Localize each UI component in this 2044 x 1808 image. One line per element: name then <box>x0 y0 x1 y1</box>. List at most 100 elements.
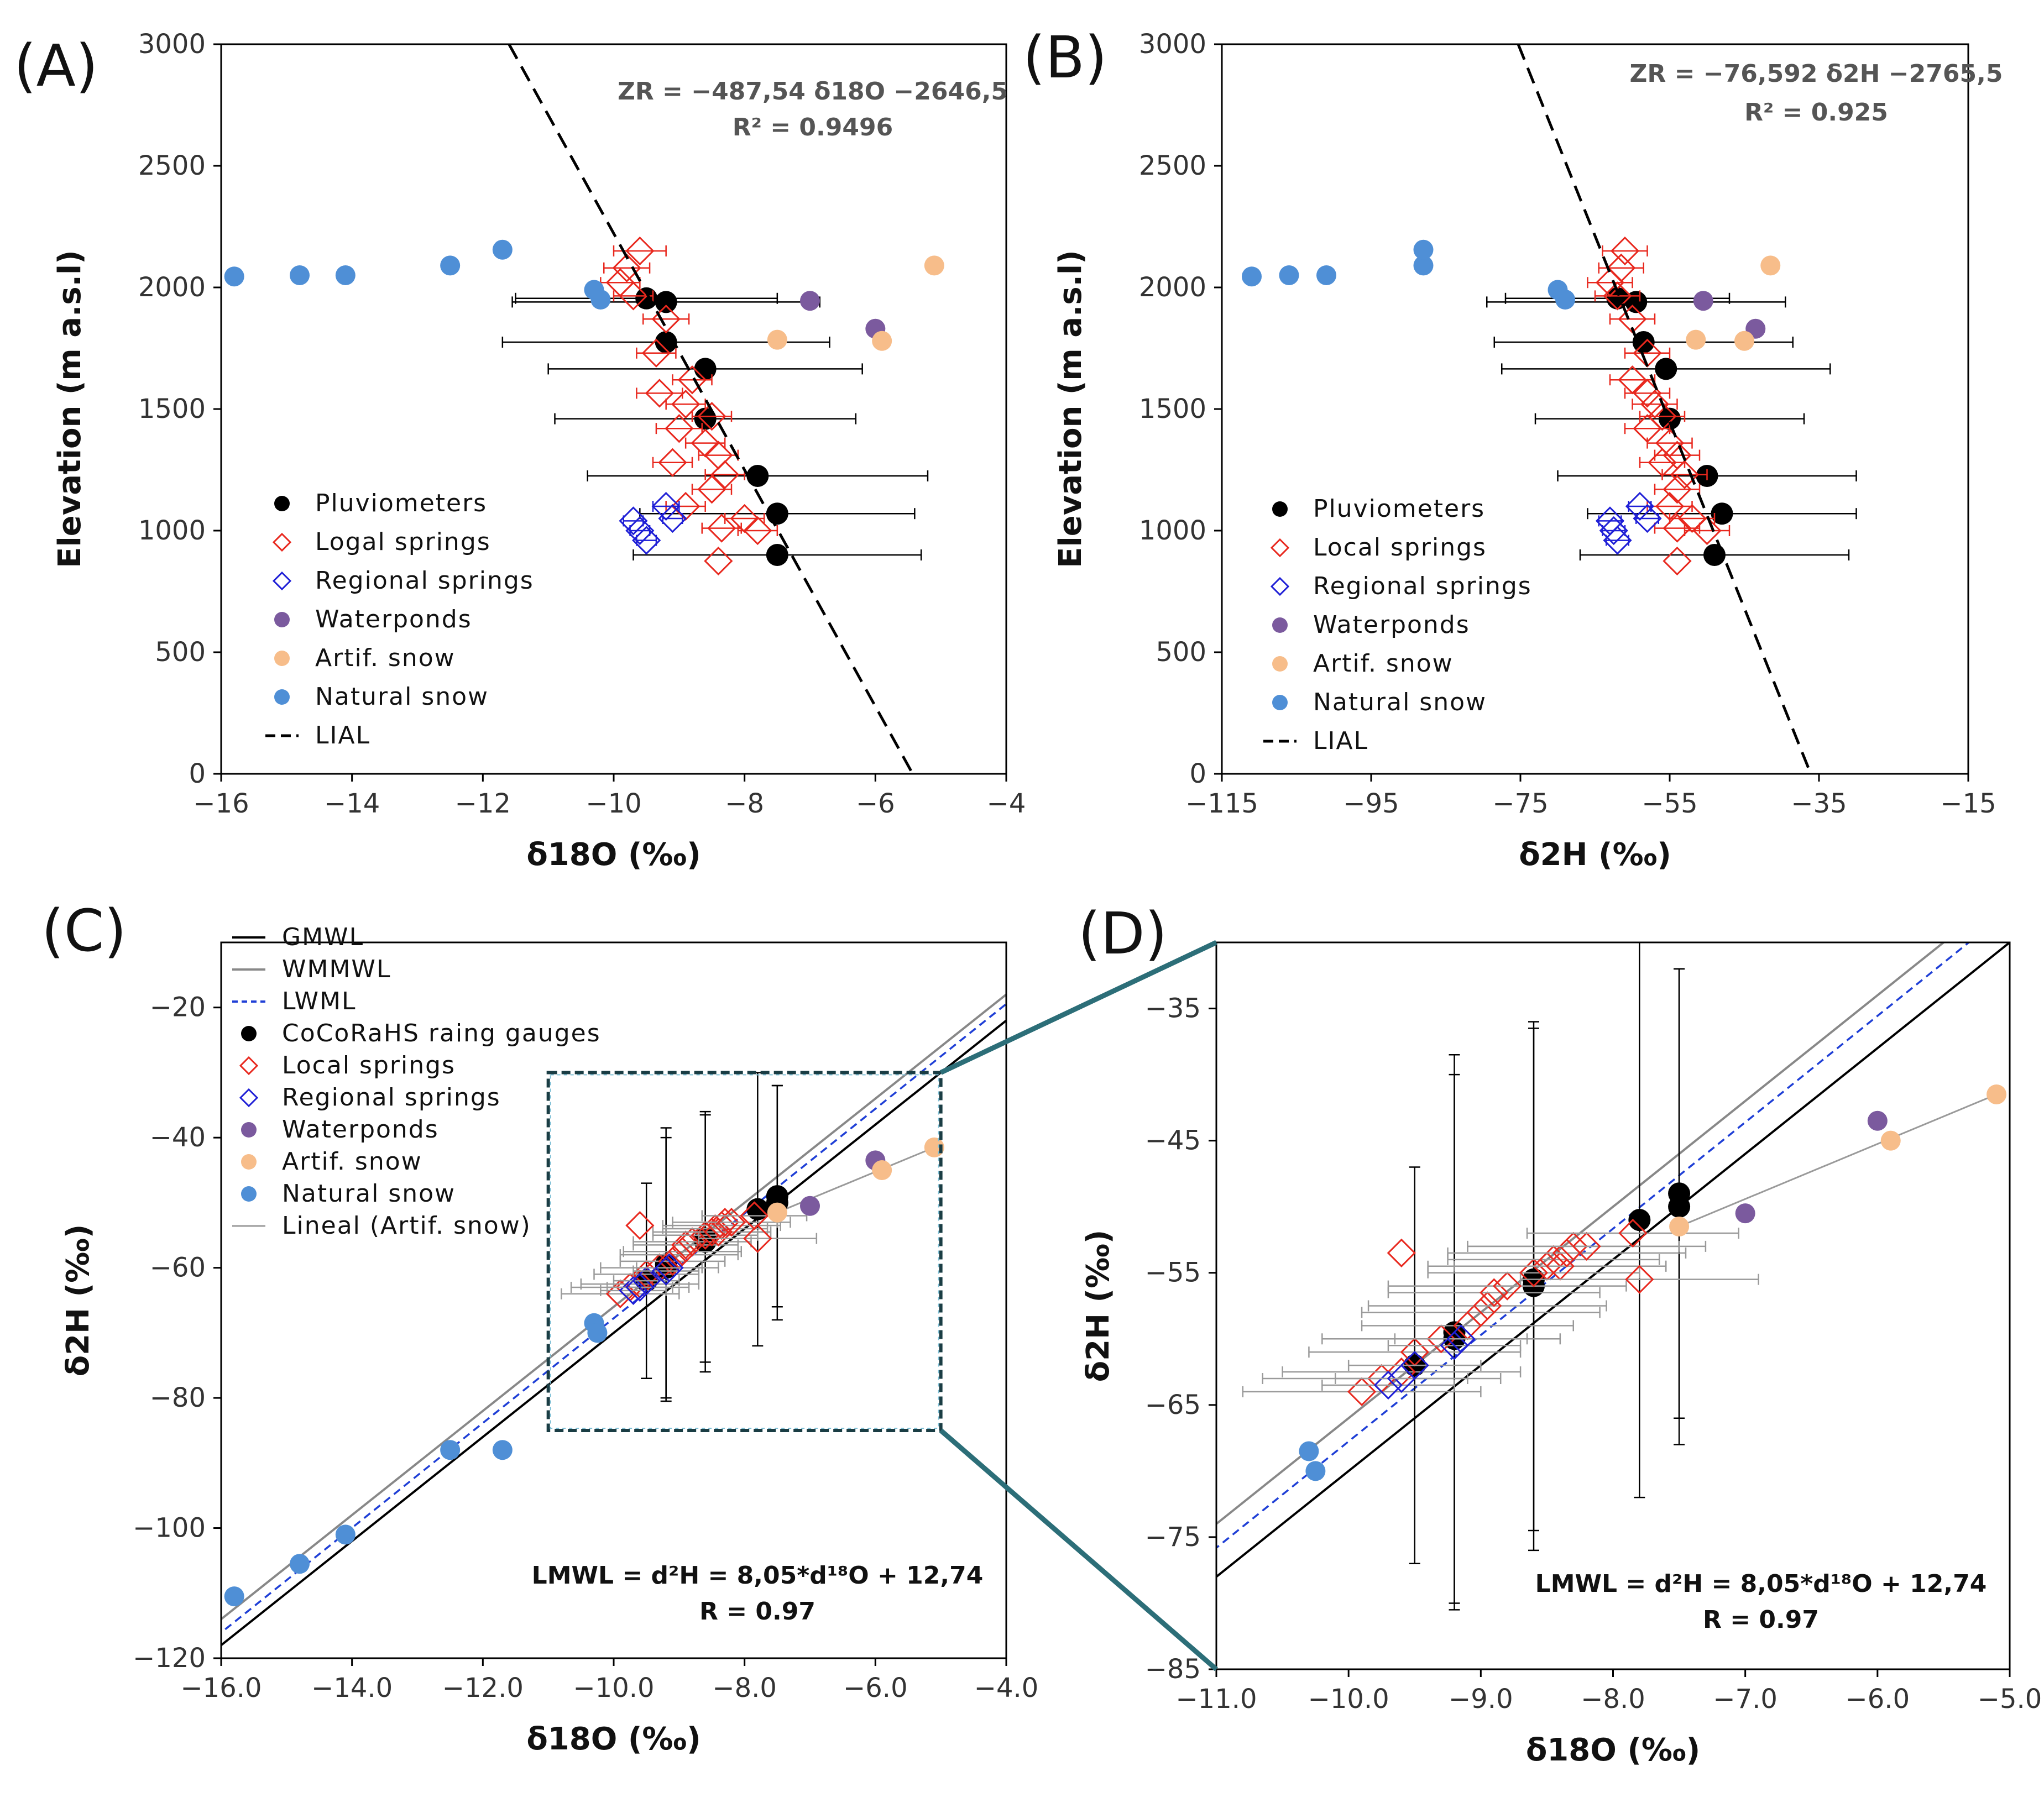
legend-marker <box>241 1122 257 1138</box>
x-tick-label: −5.0 <box>1978 1684 2042 1715</box>
regional-springs-point <box>651 491 681 521</box>
y-tick-label: −20 <box>150 992 206 1023</box>
regional-springs-point <box>1373 1370 1403 1400</box>
natural-snow-point <box>1242 266 1262 287</box>
regional-springs-point <box>1446 1324 1476 1354</box>
y-tick-label: 1000 <box>138 515 206 546</box>
y-tick-label: −45 <box>1145 1125 1201 1156</box>
panel-label: (A) <box>14 32 98 99</box>
logal-springs-point <box>651 305 681 334</box>
legend-label: Artif. snow <box>315 644 456 672</box>
legend-label: WMMWL <box>282 955 391 983</box>
natural-snow-point <box>587 1323 608 1343</box>
regional-springs-point <box>1625 491 1655 521</box>
natural-snow-point <box>1305 1461 1326 1481</box>
x-tick-label: −10.0 <box>1308 1684 1389 1715</box>
y-tick-label: 500 <box>1156 637 1206 668</box>
legend-label: Regional springs <box>1313 572 1532 600</box>
legend-label: Natural snow <box>1313 688 1487 716</box>
lial-line <box>508 44 914 774</box>
legend-label: Local springs <box>282 1051 456 1079</box>
local-springs-point <box>717 1208 746 1237</box>
local-springs-point <box>1648 402 1677 431</box>
local-springs-point <box>1663 513 1692 543</box>
panel-d: −11.0 −10.0 −9.0 −8.0 −7.0 −6.0 −5.0 −85 −75 −65 −… <box>1078 900 2042 1768</box>
legend-marker <box>239 1056 259 1076</box>
correlation-r: R = 0.97 <box>699 1597 815 1626</box>
local-springs-point <box>1387 1238 1416 1267</box>
pluviometers-point <box>635 287 658 310</box>
x-tick-label: −35 <box>1791 788 1847 819</box>
waterponds-point <box>1735 1203 1755 1224</box>
x-tick-label: −16.0 <box>180 1673 262 1704</box>
logal-springs-point <box>697 402 726 431</box>
waterponds-point <box>1867 1110 1888 1131</box>
regional-springs-point <box>1633 504 1662 533</box>
local-springs-point <box>1663 475 1692 504</box>
legend-marker <box>1272 501 1288 517</box>
pluviometers-point <box>766 544 788 566</box>
natural-snow-point <box>290 265 310 285</box>
local-springs-point <box>1493 1271 1522 1301</box>
legend-label: LIAL <box>315 721 370 750</box>
local-springs-point <box>710 1208 740 1237</box>
logal-springs-point <box>707 513 736 543</box>
regional-springs-point <box>625 1272 655 1302</box>
y-tick-label: −120 <box>133 1643 206 1674</box>
natural-snow-point <box>224 1586 244 1607</box>
logal-springs-point <box>704 546 733 576</box>
local-springs-point <box>1519 1258 1549 1287</box>
local-springs-point <box>1572 1231 1601 1261</box>
legend-marker <box>241 1186 257 1202</box>
x-tick-label: −10.0 <box>573 1673 654 1704</box>
local-springs-point <box>1347 1377 1377 1407</box>
legend-label: CoCoRaHS raing gauges <box>282 1019 601 1047</box>
regional-springs-point <box>1440 1331 1469 1360</box>
lmwl-equation: LMWL = d²H = 8,05*d¹⁸O + 12,74 <box>1535 1570 1987 1598</box>
gmwl-line <box>221 1019 1006 1647</box>
artif-snow-point <box>1880 1130 1901 1151</box>
y-tick-label: −80 <box>150 1382 206 1413</box>
legend-label: Local springs <box>1313 533 1487 562</box>
artif-snow-point <box>1734 331 1754 351</box>
legend-label: Pluviometers <box>1313 495 1485 523</box>
x-tick-label: −14 <box>324 788 380 819</box>
y-tick-label: −55 <box>1145 1257 1201 1288</box>
legend-label: Regional springs <box>282 1083 501 1112</box>
x-tick-label: −8.0 <box>1581 1684 1645 1715</box>
x-axis-label: δ18O (‰) <box>526 1721 700 1757</box>
natural-snow-point <box>1299 1441 1319 1461</box>
panel-b: −115 −95 −75 −55 −35 −15 0 500 1000 1500 2000 2500 3… <box>1023 24 2003 873</box>
zoom-box <box>546 1071 943 1432</box>
artif-snow-point <box>1669 1217 1690 1237</box>
plot-area <box>1242 44 1857 774</box>
pluviometers-point <box>1655 358 1677 380</box>
x-tick-label: −7.0 <box>1713 1684 1778 1715</box>
x-tick-label: −12 <box>455 788 511 819</box>
x-tick-label: −6.0 <box>843 1673 908 1704</box>
local-springs-point <box>625 1210 655 1240</box>
legend-marker <box>1272 617 1288 633</box>
y-tick-label: −100 <box>133 1513 206 1544</box>
y-tick-label: 500 <box>155 637 206 668</box>
artif-snow-point <box>767 329 787 350</box>
legend-marker <box>241 1026 257 1041</box>
natural-snow-point <box>335 265 356 285</box>
x-tick-label: −55 <box>1642 788 1697 819</box>
logal-springs-point <box>619 281 648 311</box>
legend-marker <box>1272 695 1288 710</box>
waterponds-point <box>800 291 820 311</box>
correlation-r: R = 0.97 <box>1703 1606 1819 1634</box>
legend-label: Pluviometers <box>315 489 487 517</box>
regional-springs-point <box>1599 516 1628 546</box>
x-axis-label: δ2H (‰) <box>1519 837 1671 873</box>
local-springs-point <box>1692 516 1722 546</box>
local-springs-point <box>1473 1291 1502 1320</box>
natural-snow-point <box>492 239 513 260</box>
zoom-connector-bottom <box>939 1428 1218 1671</box>
wmmwl-line <box>221 993 1006 1621</box>
wmmwl-line <box>1216 942 1946 1526</box>
local-springs-point <box>671 1230 700 1260</box>
y-axis-label: Elevation (m a.s.l) <box>52 250 88 568</box>
natural-snow-point <box>1555 290 1575 310</box>
